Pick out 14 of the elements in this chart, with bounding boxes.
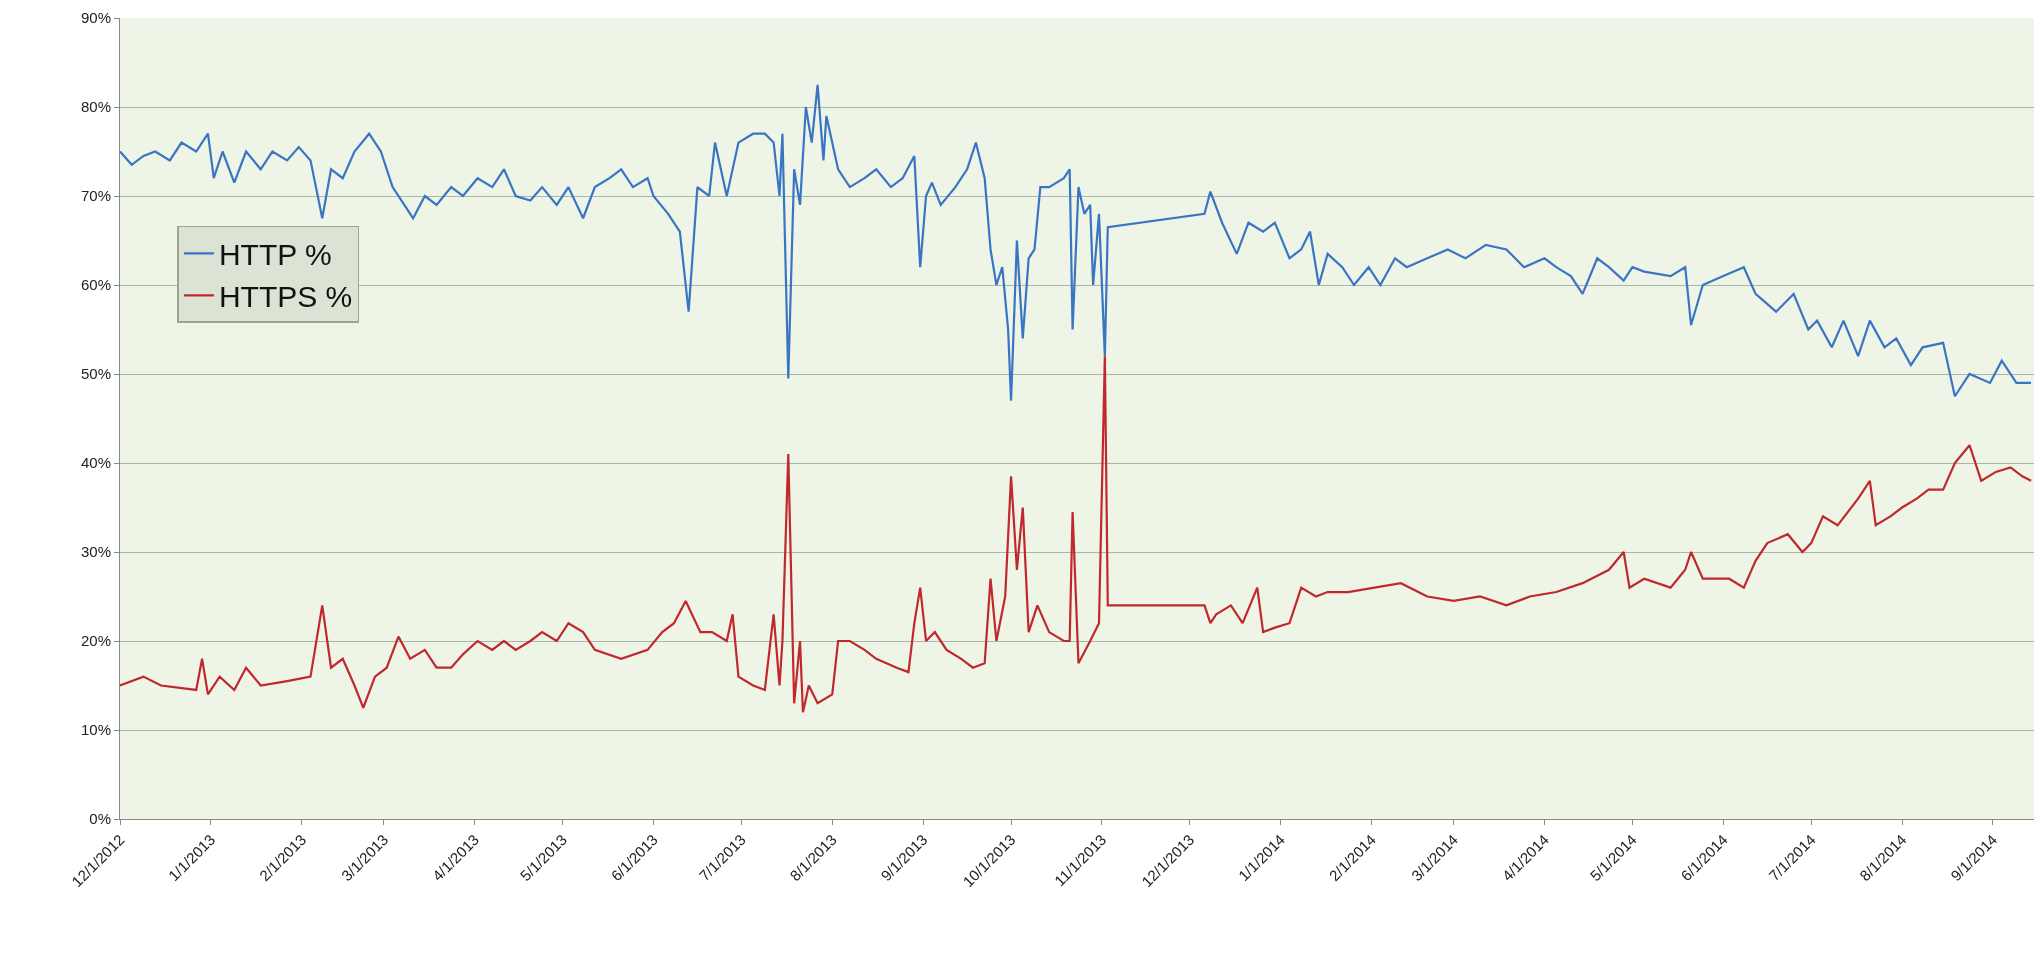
line-series xyxy=(120,355,2033,714)
y-tick-label: 0% xyxy=(89,810,111,828)
y-tick-label: 50% xyxy=(80,365,111,383)
y-tick-label: 30% xyxy=(80,543,111,561)
y-tick-label: 70% xyxy=(80,187,111,205)
legend-label: HTTP % xyxy=(218,238,332,272)
y-tick-label: 40% xyxy=(80,454,111,472)
y-tick-label: 20% xyxy=(80,632,111,650)
line-series xyxy=(120,83,2033,402)
y-tick-label: 80% xyxy=(80,98,111,116)
y-tick-label: 90% xyxy=(80,9,111,27)
y-tick-label: 60% xyxy=(80,276,111,294)
legend-label: HTTPS % xyxy=(218,280,353,314)
y-tick-label: 10% xyxy=(80,721,111,739)
